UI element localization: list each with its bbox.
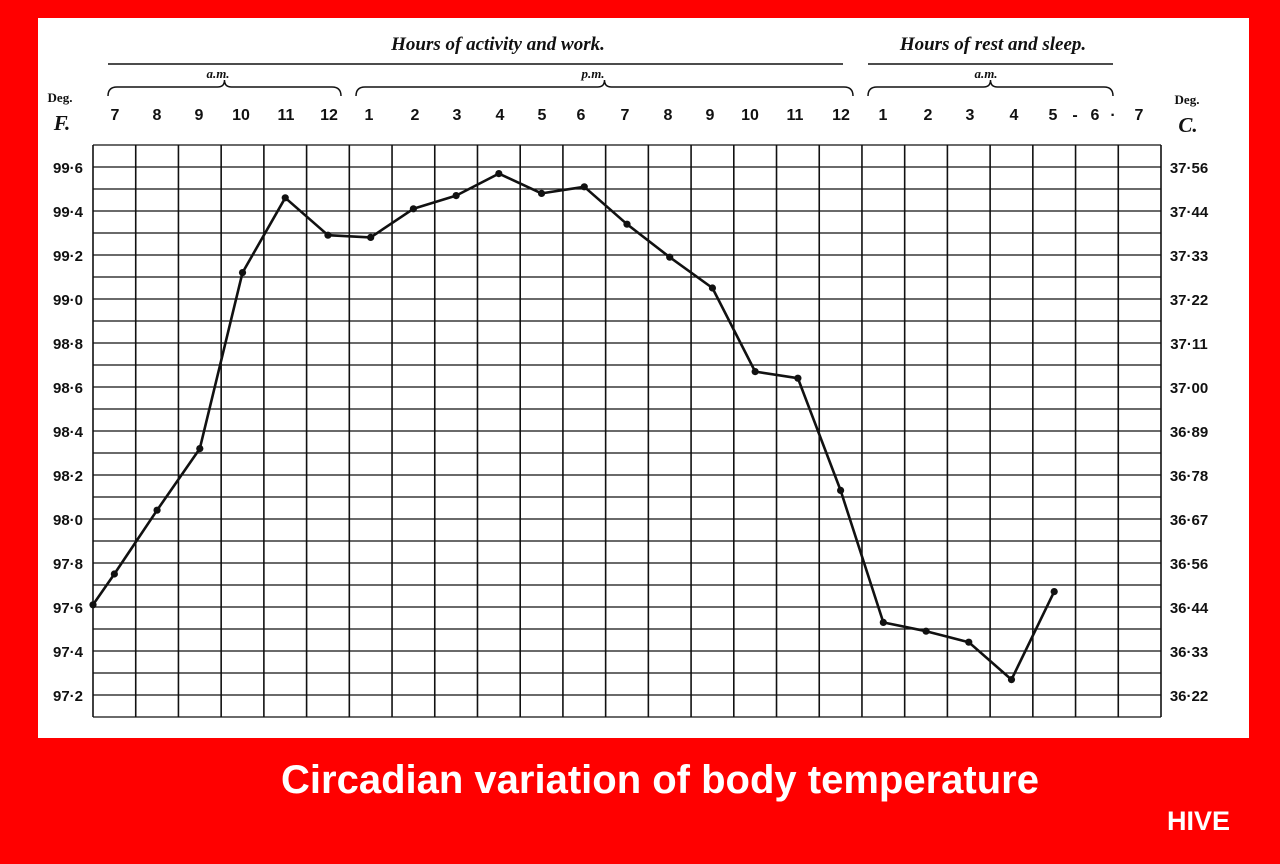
data-point <box>708 284 717 292</box>
data-point <box>110 570 118 578</box>
right-unit-c: C. <box>1178 113 1197 137</box>
am-label-rest: a.m. <box>974 66 997 81</box>
x-tick-label: 12 <box>832 107 850 124</box>
data-point <box>623 220 631 228</box>
x-tick-label: 2 <box>411 107 420 124</box>
y-tick-c: 37·44 <box>1170 204 1209 221</box>
y-tick-f: 98·0 <box>53 512 83 529</box>
x-tick-label: · <box>1110 107 1115 124</box>
data-point <box>409 205 417 213</box>
x-tick-label: 11 <box>278 107 295 124</box>
y-tick-f: 97·4 <box>53 644 84 661</box>
y-tick-f: 99·4 <box>53 204 84 221</box>
y-tick-c: 37·11 <box>1170 336 1208 353</box>
x-tick-label: 4 <box>496 107 505 124</box>
y-tick-f: 97·6 <box>53 600 83 617</box>
y-tick-f: 99·2 <box>53 248 83 265</box>
data-point <box>965 638 973 646</box>
y-tick-f: 97·2 <box>53 688 83 705</box>
y-tick-c: 36·78 <box>1170 468 1208 485</box>
y-tick-c: 37·33 <box>1170 248 1208 265</box>
data-point <box>666 253 674 261</box>
x-tick-label: 9 <box>195 107 204 124</box>
data-point <box>281 194 289 202</box>
x-tick-label: 5 <box>538 107 547 124</box>
x-tick-label: 7 <box>1135 107 1144 124</box>
left-unit-deg: Deg. <box>48 90 73 105</box>
x-tick-label: 8 <box>664 107 673 124</box>
chart-labels: Hours of activity and work. Hours of rest… <box>48 34 1209 705</box>
data-point <box>1007 676 1016 684</box>
data-point <box>89 601 97 609</box>
activity-period-label: Hours of activity and work. <box>390 34 605 55</box>
data-point <box>537 189 546 197</box>
temperature-line-layer <box>89 170 1058 684</box>
x-tick-label: 7 <box>111 107 120 124</box>
temperature-chart: Hours of activity and work. Hours of rest… <box>48 34 1209 718</box>
x-tick-label: 3 <box>453 107 462 124</box>
temperature-line <box>91 172 1056 681</box>
x-tick-label: 2 <box>924 107 933 124</box>
x-tick-label: 3 <box>966 107 975 124</box>
y-tick-c: 36·67 <box>1170 512 1208 529</box>
x-tick-label: 6 <box>1091 107 1100 124</box>
period-brackets <box>107 63 1114 97</box>
data-point <box>452 192 460 200</box>
right-unit-deg: Deg. <box>1175 92 1200 107</box>
data-point <box>751 368 759 376</box>
x-tick-label: 9 <box>706 107 715 124</box>
am-bracket-2 <box>867 79 1114 97</box>
x-tick-label: 7 <box>621 107 630 124</box>
y-tick-f: 98·8 <box>53 336 83 353</box>
x-tick-label: 1 <box>365 107 374 124</box>
pm-bracket <box>355 79 854 97</box>
y-tick-f: 98·4 <box>53 424 84 441</box>
data-point <box>837 486 845 494</box>
x-tick-label: 6 <box>577 107 586 124</box>
y-tick-f: 98·6 <box>53 380 83 397</box>
am-label: a.m. <box>206 66 229 81</box>
y-tick-c: 37·00 <box>1170 380 1208 397</box>
data-point <box>794 374 802 382</box>
y-tick-c: 37·22 <box>1170 292 1208 309</box>
x-tick-label: 12 <box>320 107 338 124</box>
pm-label: p.m. <box>580 66 604 81</box>
chart-panel: Hours of activity and work. Hours of rest… <box>38 18 1249 738</box>
chart-caption: Circadian variation of body temperature <box>281 758 1039 802</box>
am-bracket-1 <box>107 79 342 97</box>
left-unit-f: F. <box>53 111 71 135</box>
x-tick-label: 5 <box>1049 107 1058 124</box>
y-tick-f: 98·2 <box>53 468 83 485</box>
y-tick-c: 36·33 <box>1170 644 1208 661</box>
y-tick-f: 99·0 <box>53 292 83 309</box>
data-point <box>196 445 204 453</box>
brand-logo-text: HIVE <box>1167 806 1231 836</box>
y-tick-f: 99·6 <box>53 160 83 177</box>
data-point <box>580 183 588 191</box>
y-tick-c: 37·56 <box>1170 160 1208 177</box>
data-point <box>922 627 930 635</box>
x-tick-label: 4 <box>1010 107 1019 124</box>
x-tick-label: 11 <box>787 107 804 124</box>
x-tick-label: - <box>1072 107 1077 124</box>
y-tick-c: 36·22 <box>1170 688 1208 705</box>
x-tick-label: 8 <box>153 107 162 124</box>
x-tick-label: 1 <box>879 107 888 124</box>
y-tick-c: 36·89 <box>1170 424 1208 441</box>
y-tick-c: 36·56 <box>1170 556 1208 573</box>
data-point <box>879 618 887 627</box>
grid-layer <box>92 144 1162 718</box>
data-point <box>367 233 375 241</box>
x-tick-label: 10 <box>232 107 250 124</box>
y-tick-c: 36·44 <box>1170 600 1209 617</box>
x-tick-label: 10 <box>741 107 759 124</box>
data-point <box>153 506 161 514</box>
rest-period-label: Hours of rest and sleep. <box>899 34 1086 55</box>
data-point <box>238 269 247 277</box>
data-point <box>1050 588 1058 596</box>
data-point <box>324 231 332 239</box>
data-point <box>495 170 503 178</box>
y-tick-f: 97·8 <box>53 556 83 573</box>
